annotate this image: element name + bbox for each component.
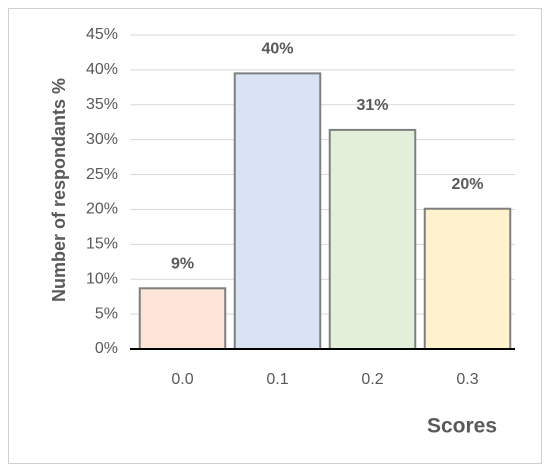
x-tick-label: 0.2 <box>361 371 383 388</box>
y-axis-label: Number of respondants % <box>49 78 69 302</box>
x-tick-label: 0.1 <box>266 371 288 388</box>
x-axis-label: Scores <box>427 415 497 438</box>
y-tick-label: 30% <box>86 131 118 148</box>
y-tick-label: 10% <box>86 270 118 287</box>
y-tick-label: 25% <box>86 166 118 183</box>
x-tick-label: 0.3 <box>456 371 478 388</box>
bar <box>138 287 227 350</box>
y-tick-label: 40% <box>86 61 118 78</box>
bar <box>233 72 322 350</box>
x-tick-label: 0.0 <box>171 371 193 388</box>
y-tick-label: 35% <box>86 96 118 113</box>
value-label: 20% <box>451 176 483 193</box>
y-tick-label: 0% <box>95 340 118 357</box>
value-label: 9% <box>171 256 194 273</box>
bar <box>423 207 512 350</box>
y-tick-label: 5% <box>95 305 118 322</box>
bar <box>328 128 417 350</box>
value-label: 31% <box>356 97 388 114</box>
value-label: 40% <box>261 41 293 58</box>
y-tick-label: 45% <box>86 26 118 43</box>
y-tick-label: 15% <box>86 236 118 253</box>
y-tick-label: 20% <box>86 201 118 218</box>
